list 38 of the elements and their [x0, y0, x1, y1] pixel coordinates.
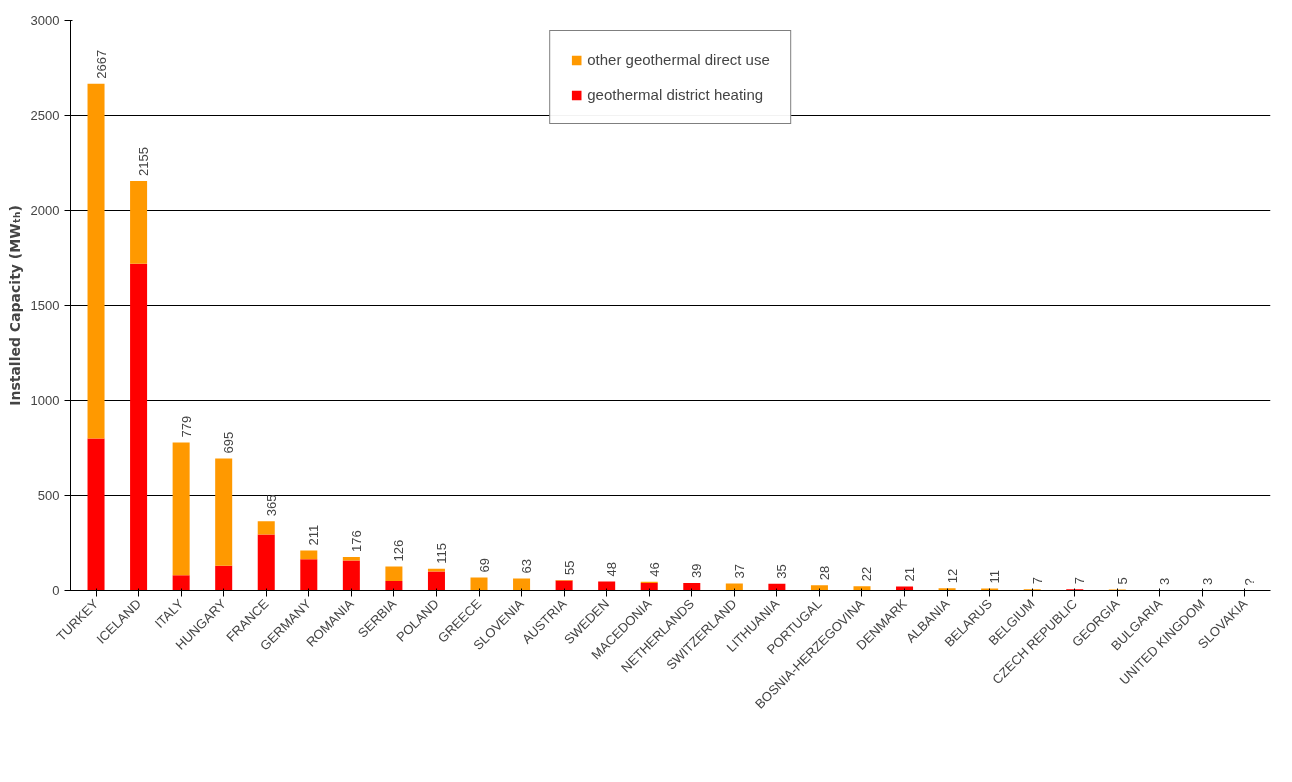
- total-label: 3: [1199, 577, 1215, 585]
- total-label: 28: [816, 565, 832, 581]
- text: ?: [1242, 578, 1258, 586]
- y-tick-label: 2000: [30, 203, 60, 218]
- total-label: 22: [859, 566, 875, 582]
- total-label: 211: [306, 524, 322, 546]
- total-label: 176: [348, 530, 364, 553]
- total-label: 46: [646, 562, 662, 577]
- total-label: 779: [178, 415, 194, 438]
- total-label: 365: [263, 494, 279, 517]
- legend-label: other geothermal direct use: [587, 51, 770, 68]
- total-label: 12: [944, 568, 960, 584]
- total-label: 48: [604, 561, 620, 577]
- legend-label: geothermal district heating: [587, 86, 764, 103]
- total-label: 21: [902, 567, 918, 582]
- total-label: 7: [1029, 576, 1045, 585]
- total-label: 39: [689, 563, 705, 579]
- total-label: 63: [519, 559, 535, 574]
- y-tick-label: 1500: [30, 298, 60, 313]
- total-label: 2155: [136, 147, 152, 177]
- total-label: 695: [221, 431, 237, 454]
- total-label: 126: [391, 539, 407, 562]
- total-label: 2667: [93, 49, 109, 79]
- y-tick-label: 500: [37, 488, 60, 503]
- total-label: 69: [476, 557, 492, 573]
- total-label: 11: [987, 569, 1003, 584]
- y-tick-label: 1000: [30, 393, 60, 408]
- total-label: 115: [433, 542, 449, 564]
- total-label: 3: [1157, 577, 1173, 585]
- total-label: 37: [731, 564, 747, 579]
- y-tick-label: 2500: [30, 108, 60, 123]
- y-tick-label: 3000: [30, 13, 60, 28]
- y-tick-label: 0: [52, 583, 60, 598]
- y-axis-title: Installed Capacity (MWₜₕ): [6, 205, 23, 406]
- total-label: 35: [774, 564, 790, 579]
- total-label: 7: [1072, 576, 1088, 585]
- total-label: 55: [561, 560, 577, 576]
- total-label: 5: [1114, 577, 1130, 585]
